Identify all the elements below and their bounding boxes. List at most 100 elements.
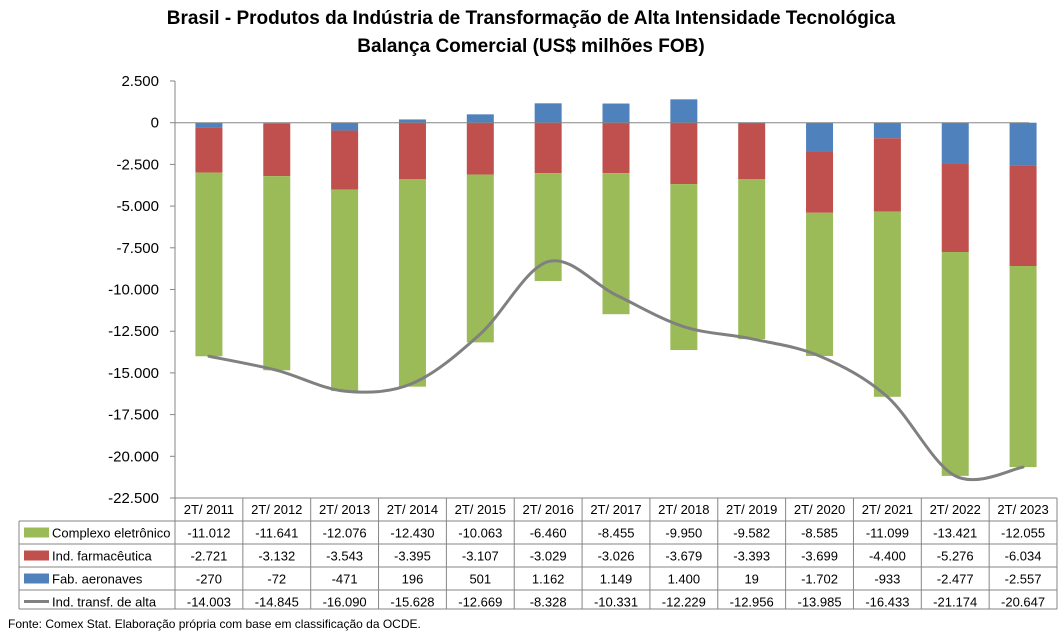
- bar-complexo-eletr-nico: [263, 176, 291, 371]
- legend-key-fab-aeronaves: [24, 573, 49, 584]
- data-label: -2.721: [190, 549, 227, 564]
- x-category-label: 2T/ 2017: [590, 502, 641, 517]
- bar-ind-farmac-utica: [534, 122, 562, 174]
- data-label: -8.328: [530, 595, 567, 610]
- data-label: -471: [332, 572, 358, 587]
- data-label: -12.430: [390, 526, 434, 541]
- data-label: -14.845: [255, 595, 299, 610]
- bar-complexo-eletr-nico: [738, 179, 766, 340]
- data-label: -1.702: [801, 572, 838, 587]
- bar-fab-aeronaves: [873, 122, 901, 139]
- x-category-label: 2T/ 2011: [184, 502, 234, 517]
- data-label: -3.679: [665, 549, 702, 564]
- data-label: -3.699: [801, 549, 838, 564]
- x-category-label: 2T/ 2018: [658, 502, 709, 517]
- bar-ind-farmac-utica: [263, 123, 291, 177]
- x-category-label: 2T/ 2014: [387, 502, 438, 517]
- bar-fab-aeronaves: [534, 103, 562, 123]
- bar-ind-farmac-utica: [195, 127, 223, 173]
- bar-ind-farmac-utica: [331, 130, 359, 190]
- data-label: -12.055: [1001, 526, 1045, 541]
- data-label: -4.400: [869, 549, 906, 564]
- data-label: -3.026: [598, 549, 635, 564]
- bar-fab-aeronaves: [398, 119, 426, 123]
- data-label: -13.985: [797, 595, 841, 610]
- legend-label: Fab. aeronaves: [52, 572, 143, 587]
- data-label: -15.628: [390, 595, 434, 610]
- source-note: Fonte: Comex Stat. Elaboração própria co…: [8, 617, 421, 631]
- bar-complexo-eletr-nico: [1009, 265, 1037, 468]
- data-label: -16.090: [323, 595, 367, 610]
- bar-complexo-eletr-nico: [941, 252, 969, 476]
- legend-label: Complexo eletrônico: [52, 526, 171, 541]
- x-category-label: 2T/ 2016: [522, 502, 573, 517]
- x-category-label: 2T/ 2019: [726, 502, 777, 517]
- bar-complexo-eletr-nico: [195, 172, 223, 357]
- chart-subtitle: Balança Comercial (US$ milhões FOB): [357, 36, 705, 57]
- data-label: -6.034: [1005, 549, 1042, 564]
- y-tick-label: 0: [151, 115, 159, 132]
- data-label: -3.107: [462, 549, 499, 564]
- y-tick-label: -2.500: [116, 156, 159, 173]
- bar-ind-farmac-utica: [398, 122, 426, 180]
- y-tick-label: -17.500: [108, 407, 159, 424]
- x-category-label: 2T/ 2020: [794, 502, 845, 517]
- data-label: -12.669: [458, 595, 502, 610]
- y-tick-label: -20.000: [108, 448, 159, 465]
- data-label: -933: [874, 572, 900, 587]
- bar-fab-aeronaves: [263, 122, 291, 124]
- data-label: 196: [402, 572, 424, 587]
- data-label: -10.063: [458, 526, 502, 541]
- bar-complexo-eletr-nico: [331, 189, 359, 392]
- data-label: -6.460: [530, 526, 567, 541]
- chart-title: Brasil - Produtos da Indústria de Transf…: [166, 8, 896, 29]
- bar-complexo-eletr-nico: [873, 211, 901, 397]
- data-label: -12.956: [730, 595, 774, 610]
- bar-fab-aeronaves: [195, 122, 223, 128]
- data-label: -2.557: [1005, 572, 1042, 587]
- data-label: -11.099: [866, 526, 909, 541]
- legend-key-ind-farmac-utica: [24, 550, 49, 561]
- data-label: 1.162: [532, 572, 565, 587]
- data-label: -270: [196, 572, 222, 587]
- y-tick-label: 2.500: [121, 73, 159, 90]
- data-label: -72: [267, 572, 286, 587]
- legend-key-complexo-eletr-nico: [24, 527, 49, 538]
- data-label: -11.012: [187, 526, 230, 541]
- bar-complexo-eletr-nico: [398, 179, 426, 387]
- bar-fab-aeronaves: [466, 114, 494, 123]
- legend-label: Ind. transf. de alta: [52, 595, 157, 610]
- bar-ind-farmac-utica: [602, 122, 630, 174]
- data-label: -12.229: [662, 595, 706, 610]
- data-label: -8.455: [598, 526, 635, 541]
- bar-fab-aeronaves: [331, 122, 359, 131]
- data-label: -3.543: [326, 549, 363, 564]
- bar-ind-farmac-utica: [1009, 165, 1037, 266]
- bar-complexo-eletr-nico: [806, 212, 834, 356]
- data-label: -3.395: [394, 549, 431, 564]
- y-tick-label: -15.000: [108, 365, 159, 382]
- bar-ind-farmac-utica: [941, 164, 969, 253]
- bar-complexo-eletr-nico: [602, 173, 630, 315]
- data-label: 19: [744, 572, 758, 587]
- x-category-label: 2T/ 2022: [930, 502, 981, 517]
- data-label: -21.174: [933, 595, 977, 610]
- bar-ind-farmac-utica: [466, 122, 494, 175]
- data-label: -2.477: [937, 572, 974, 587]
- data-label: -9.950: [665, 526, 702, 541]
- y-tick-label: -12.500: [108, 323, 159, 340]
- data-label: -14.003: [187, 595, 231, 610]
- data-label: -3.393: [733, 549, 770, 564]
- bar-ind-farmac-utica: [670, 122, 698, 185]
- data-label: -5.276: [937, 549, 974, 564]
- bar-fab-aeronaves: [941, 122, 969, 165]
- bar-complexo-eletr-nico: [466, 174, 494, 343]
- y-tick-label: -10.000: [108, 282, 159, 299]
- data-label: -12.076: [323, 526, 367, 541]
- y-tick-label: -7.500: [116, 240, 159, 257]
- bar-fab-aeronaves: [602, 103, 630, 123]
- bar-fab-aeronaves: [806, 122, 834, 152]
- bar-ind-farmac-utica: [738, 122, 766, 180]
- legend-label: Ind. farmacêutica: [52, 549, 152, 564]
